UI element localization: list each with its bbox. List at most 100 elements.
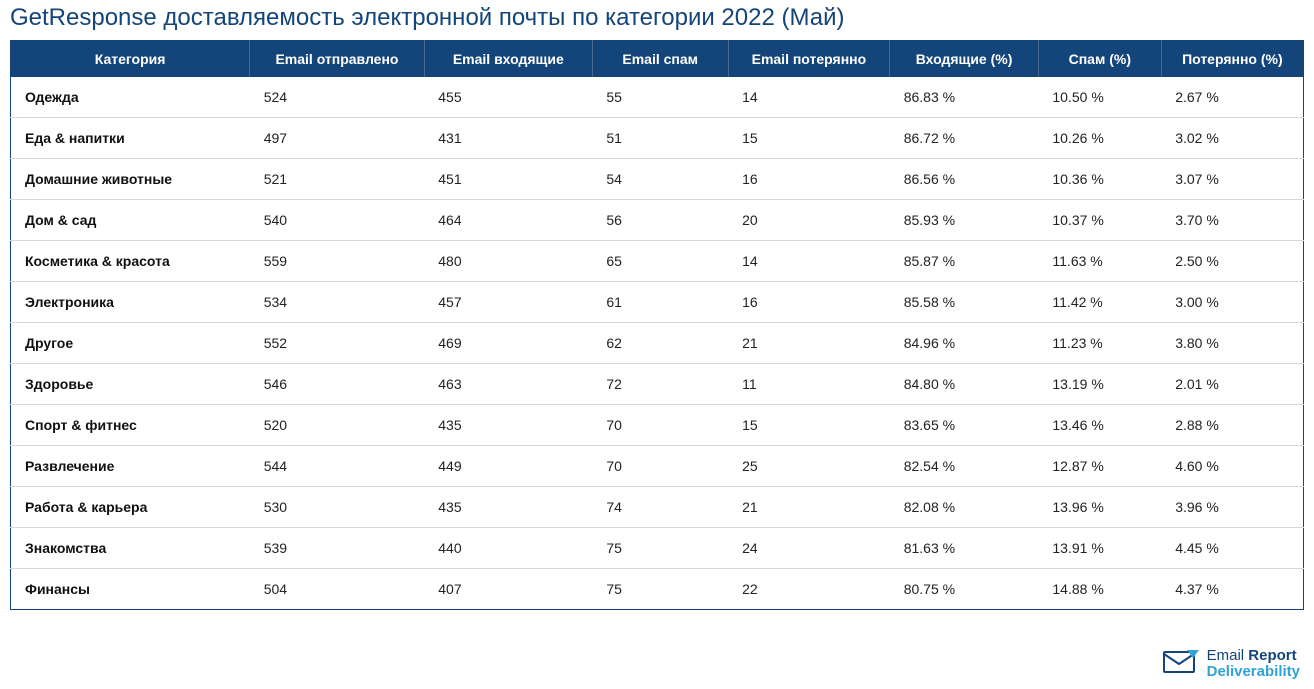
value-cell: 10.37 %	[1038, 200, 1161, 241]
table-header-cell: Email отправлено	[250, 41, 425, 78]
value-cell: 435	[424, 487, 592, 528]
value-cell: 451	[424, 159, 592, 200]
value-cell: 86.83 %	[890, 77, 1039, 118]
table-row: Финансы504407752280.75 %14.88 %4.37 %	[11, 569, 1304, 610]
value-cell: 22	[728, 569, 890, 610]
value-cell: 552	[250, 323, 425, 364]
table-header-cell: Спам (%)	[1038, 41, 1161, 78]
table-header-cell: Входящие (%)	[890, 41, 1039, 78]
value-cell: 21	[728, 487, 890, 528]
value-cell: 13.91 %	[1038, 528, 1161, 569]
category-cell: Развлечение	[11, 446, 250, 487]
value-cell: 455	[424, 77, 592, 118]
value-cell: 11.42 %	[1038, 282, 1161, 323]
value-cell: 3.02 %	[1161, 118, 1303, 159]
category-cell: Спорт & фитнес	[11, 405, 250, 446]
table-row: Другое552469622184.96 %11.23 %3.80 %	[11, 323, 1304, 364]
value-cell: 21	[728, 323, 890, 364]
value-cell: 2.88 %	[1161, 405, 1303, 446]
value-cell: 75	[592, 569, 728, 610]
value-cell: 24	[728, 528, 890, 569]
table-row: Еда & напитки497431511586.72 %10.26 %3.0…	[11, 118, 1304, 159]
value-cell: 435	[424, 405, 592, 446]
value-cell: 11	[728, 364, 890, 405]
value-cell: 13.96 %	[1038, 487, 1161, 528]
table-header-row: КатегорияEmail отправленоEmail входящиеE…	[11, 41, 1304, 78]
value-cell: 83.65 %	[890, 405, 1039, 446]
value-cell: 469	[424, 323, 592, 364]
value-cell: 11.23 %	[1038, 323, 1161, 364]
table-header-cell: Email потерянно	[728, 41, 890, 78]
logo-line2: Deliverability	[1207, 664, 1300, 680]
value-cell: 13.19 %	[1038, 364, 1161, 405]
value-cell: 464	[424, 200, 592, 241]
category-cell: Финансы	[11, 569, 250, 610]
table-header-cell: Потерянно (%)	[1161, 41, 1303, 78]
table-row: Здоровье546463721184.80 %13.19 %2.01 %	[11, 364, 1304, 405]
value-cell: 56	[592, 200, 728, 241]
value-cell: 4.45 %	[1161, 528, 1303, 569]
value-cell: 449	[424, 446, 592, 487]
value-cell: 4.60 %	[1161, 446, 1303, 487]
value-cell: 15	[728, 405, 890, 446]
logo-line1-b: Report	[1248, 647, 1296, 664]
value-cell: 62	[592, 323, 728, 364]
value-cell: 539	[250, 528, 425, 569]
value-cell: 3.70 %	[1161, 200, 1303, 241]
value-cell: 3.07 %	[1161, 159, 1303, 200]
category-cell: Здоровье	[11, 364, 250, 405]
value-cell: 81.63 %	[890, 528, 1039, 569]
value-cell: 14	[728, 77, 890, 118]
value-cell: 84.96 %	[890, 323, 1039, 364]
value-cell: 16	[728, 159, 890, 200]
value-cell: 559	[250, 241, 425, 282]
value-cell: 85.93 %	[890, 200, 1039, 241]
category-cell: Электроника	[11, 282, 250, 323]
table-row: Развлечение544449702582.54 %12.87 %4.60 …	[11, 446, 1304, 487]
value-cell: 11.63 %	[1038, 241, 1161, 282]
value-cell: 12.87 %	[1038, 446, 1161, 487]
value-cell: 2.01 %	[1161, 364, 1303, 405]
category-cell: Знакомства	[11, 528, 250, 569]
value-cell: 70	[592, 446, 728, 487]
value-cell: 82.08 %	[890, 487, 1039, 528]
footer-logo: Email Report Deliverability	[1163, 646, 1300, 681]
value-cell: 546	[250, 364, 425, 405]
category-cell: Другое	[11, 323, 250, 364]
value-cell: 3.96 %	[1161, 487, 1303, 528]
table-header-cell: Email входящие	[424, 41, 592, 78]
value-cell: 457	[424, 282, 592, 323]
value-cell: 4.37 %	[1161, 569, 1303, 610]
value-cell: 440	[424, 528, 592, 569]
value-cell: 431	[424, 118, 592, 159]
value-cell: 84.80 %	[890, 364, 1039, 405]
category-cell: Одежда	[11, 77, 250, 118]
value-cell: 55	[592, 77, 728, 118]
value-cell: 544	[250, 446, 425, 487]
table-row: Одежда524455551486.83 %10.50 %2.67 %	[11, 77, 1304, 118]
value-cell: 61	[592, 282, 728, 323]
value-cell: 10.36 %	[1038, 159, 1161, 200]
value-cell: 497	[250, 118, 425, 159]
logo-text: Email Report Deliverability	[1207, 648, 1300, 680]
value-cell: 530	[250, 487, 425, 528]
value-cell: 2.50 %	[1161, 241, 1303, 282]
value-cell: 407	[424, 569, 592, 610]
value-cell: 82.54 %	[890, 446, 1039, 487]
table-header-cell: Email спам	[592, 41, 728, 78]
table-header-cell: Категория	[11, 41, 250, 78]
value-cell: 54	[592, 159, 728, 200]
value-cell: 15	[728, 118, 890, 159]
value-cell: 85.87 %	[890, 241, 1039, 282]
category-cell: Домашние животные	[11, 159, 250, 200]
value-cell: 521	[250, 159, 425, 200]
value-cell: 14.88 %	[1038, 569, 1161, 610]
table-row: Спорт & фитнес520435701583.65 %13.46 %2.…	[11, 405, 1304, 446]
page-title: GetResponse доставляемость электронной п…	[0, 0, 1314, 40]
value-cell: 540	[250, 200, 425, 241]
value-cell: 65	[592, 241, 728, 282]
table-row: Работа & карьера530435742182.08 %13.96 %…	[11, 487, 1304, 528]
deliverability-table: КатегорияEmail отправленоEmail входящиеE…	[10, 40, 1304, 610]
value-cell: 2.67 %	[1161, 77, 1303, 118]
table-body: Одежда524455551486.83 %10.50 %2.67 %Еда …	[11, 77, 1304, 610]
